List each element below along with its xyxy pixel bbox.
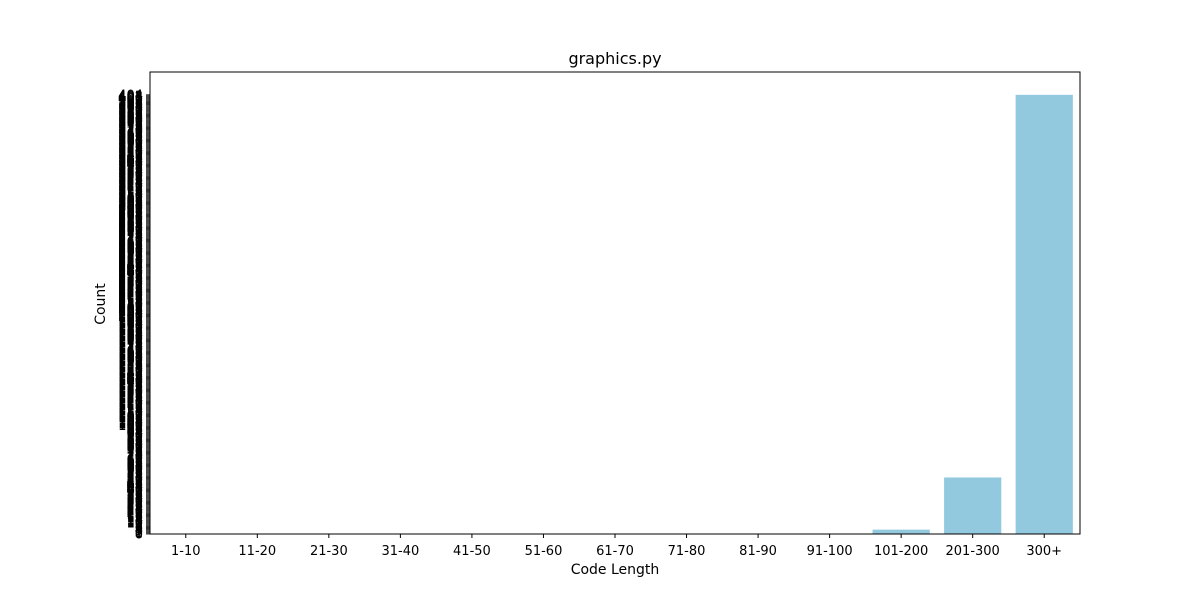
x-tick-label: 91-100 (807, 544, 853, 559)
x-tick-label: 61-70 (596, 544, 634, 559)
x-tick-label: 41-50 (453, 544, 491, 559)
x-tick-label: 300+ (1026, 544, 1062, 559)
y-axis-label: Count (93, 283, 109, 325)
x-tick-label: 11-20 (238, 544, 276, 559)
bar-201-300 (944, 477, 1001, 534)
x-tick-label: 1-10 (171, 544, 201, 559)
x-axis-ticks: 1-10 11-20 21-30 31-40 41-50 51-60 61-70 71-80 8… (171, 534, 1062, 559)
y-tick-label: 404 (118, 88, 143, 103)
x-tick-label: 51-60 (525, 544, 563, 559)
bar-101-200 (873, 530, 930, 534)
chart-title: graphics.py (568, 49, 661, 68)
x-tick-label: 81-90 (739, 544, 777, 559)
x-tick-label: 201-300 (946, 544, 1000, 559)
y-axis-ticks: 0123456789101112131415161718192021222324… (118, 88, 150, 542)
bars-layer (873, 95, 1073, 534)
x-axis-label: Code Length (571, 562, 660, 578)
x-tick-label: 71-80 (668, 544, 706, 559)
bar-300+ (1016, 95, 1073, 534)
x-tick-label: 31-40 (381, 544, 419, 559)
x-tick-label: 101-200 (874, 544, 928, 559)
plot-area-frame (150, 72, 1080, 534)
x-tick-label: 21-30 (310, 544, 348, 559)
